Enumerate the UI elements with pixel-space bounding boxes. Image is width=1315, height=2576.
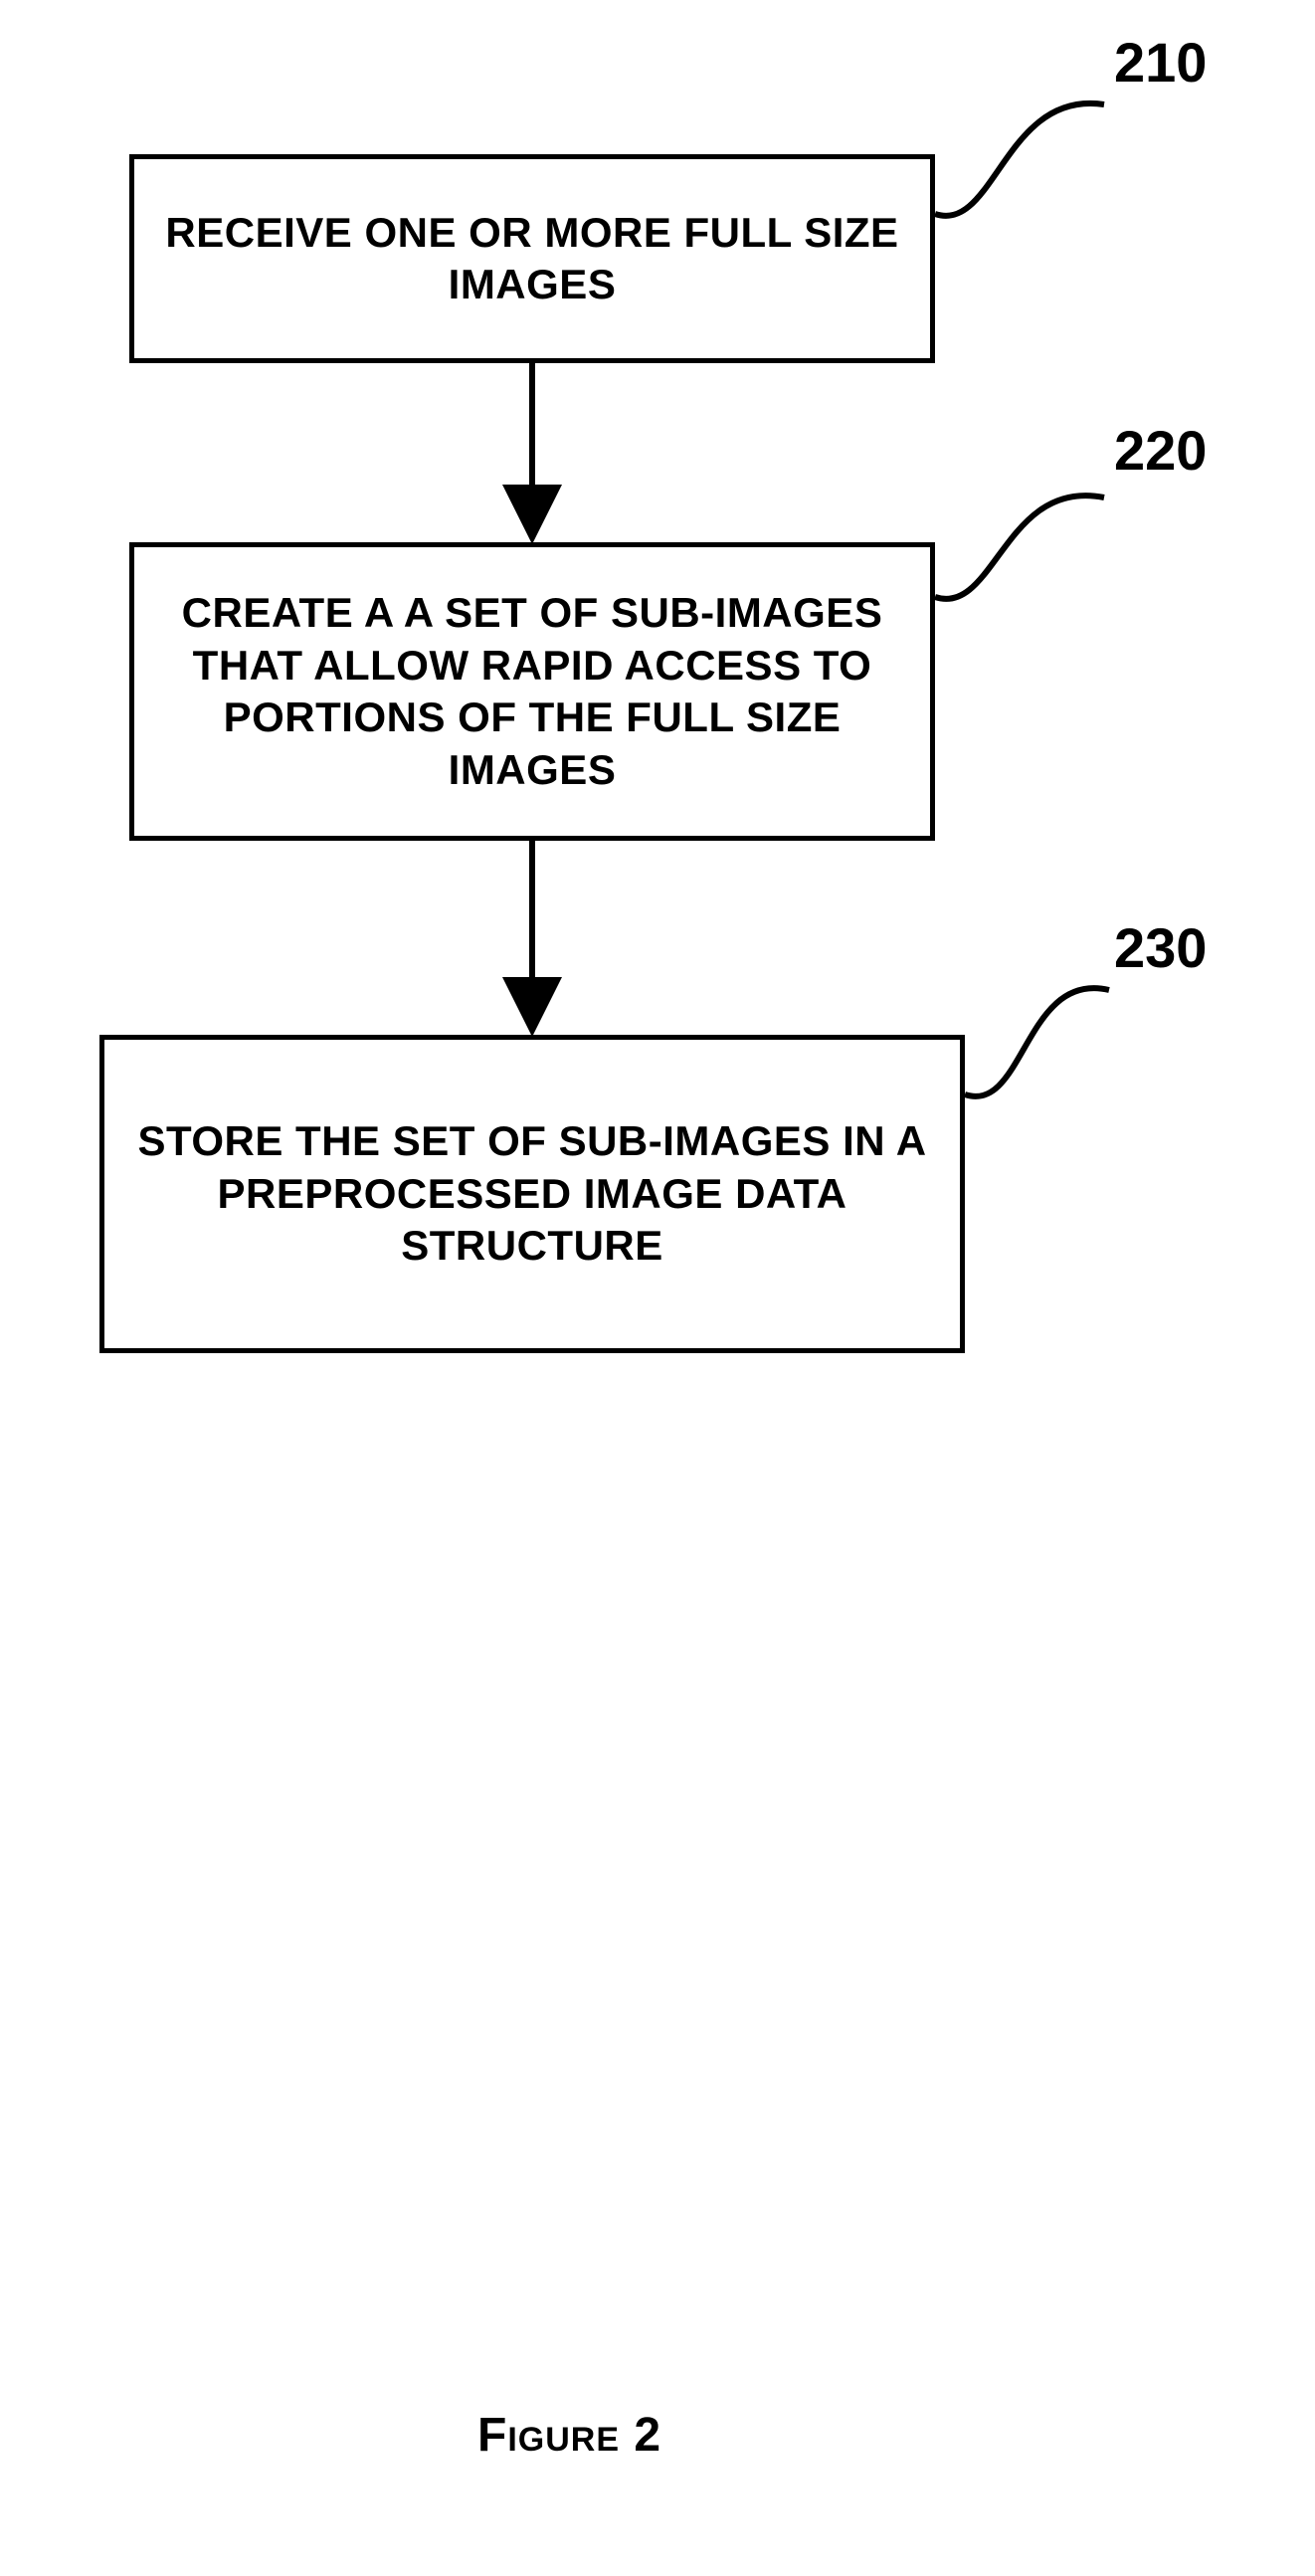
reference-curve	[935, 103, 1104, 216]
flowchart-step-create: CREATE A A SET OF SUB-IMAGES THAT ALLOW …	[129, 542, 935, 841]
figure-caption: Figure 2	[477, 2408, 661, 2463]
flowchart-step-text: STORE THE SET OF SUB-IMAGES IN A PREPROC…	[134, 1115, 930, 1273]
reference-label-220: 220	[1114, 418, 1207, 483]
reference-label-210: 210	[1114, 30, 1207, 95]
flowchart-step-text: RECEIVE ONE OR MORE FULL SIZE IMAGES	[164, 207, 900, 311]
flowchart-step-receive: RECEIVE ONE OR MORE FULL SIZE IMAGES	[129, 154, 935, 363]
reference-curve	[965, 988, 1109, 1096]
flowchart-step-text: CREATE A A SET OF SUB-IMAGES THAT ALLOW …	[164, 587, 900, 796]
reference-curve	[935, 495, 1104, 599]
reference-label-230: 230	[1114, 915, 1207, 980]
flowchart-step-store: STORE THE SET OF SUB-IMAGES IN A PREPROC…	[99, 1035, 965, 1353]
